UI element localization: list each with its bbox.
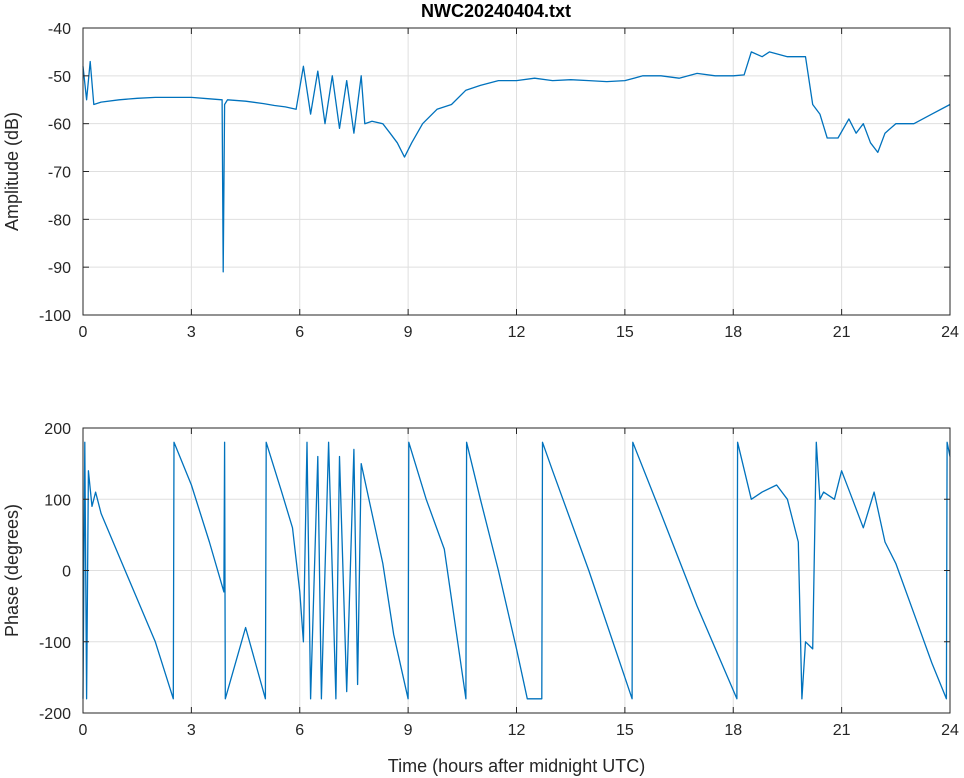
y-tick-label: -60 [48,117,71,134]
x-tick-label: 6 [295,722,304,739]
y-tick-label: -70 [48,165,71,182]
x-tick-label: 6 [295,324,304,341]
x-tick-label: 3 [187,722,196,739]
series-line-phase [82,441,951,700]
x-tick-label: 18 [724,722,742,739]
y-tick-label: -50 [48,69,71,86]
x-axis-label: Time (hours after midnight UTC) [388,756,645,776]
y-tick-label: -100 [39,308,71,325]
x-tick-label: 24 [941,324,959,341]
y-tick-label: -80 [48,212,71,229]
x-tick-label: 24 [941,722,959,739]
x-tick-label: 12 [508,722,526,739]
x-tick-label: 18 [724,324,742,341]
y-tick-label: -100 [39,635,71,652]
y-axis-label: Amplitude (dB) [2,112,22,231]
x-tick-label: 12 [508,324,526,341]
y-tick-label: 200 [44,421,71,438]
y-axis-label: Phase (degrees) [2,504,22,637]
amplitude-panel: 0 3 6 9 12 15 18 21 24 -40 -50 -60 -70 -80 -90 -100 Ampl… [2,21,959,341]
x-tick-label: 0 [79,324,88,341]
x-tick-label: 0 [79,722,88,739]
x-tick-label: 21 [833,324,851,341]
y-tick-label: -200 [39,706,71,723]
x-tick-label: 9 [404,722,413,739]
phase-panel: 0 3 6 9 12 15 18 21 24 200 100 0 -100 -200 Phase (degr… [2,421,959,776]
y-tick-label: -40 [48,21,71,38]
x-tick-label: 15 [616,324,634,341]
x-tick-label: 3 [187,324,196,341]
series-line-amplitude [82,51,951,273]
x-tick-label: 21 [833,722,851,739]
y-tick-label: 100 [44,492,71,509]
y-tick-label: -90 [48,260,71,277]
x-tick-label: 15 [616,722,634,739]
chart-title: NWC20240404.txt [421,1,571,21]
x-tick-label: 9 [404,324,413,341]
y-tick-label: 0 [62,564,71,581]
